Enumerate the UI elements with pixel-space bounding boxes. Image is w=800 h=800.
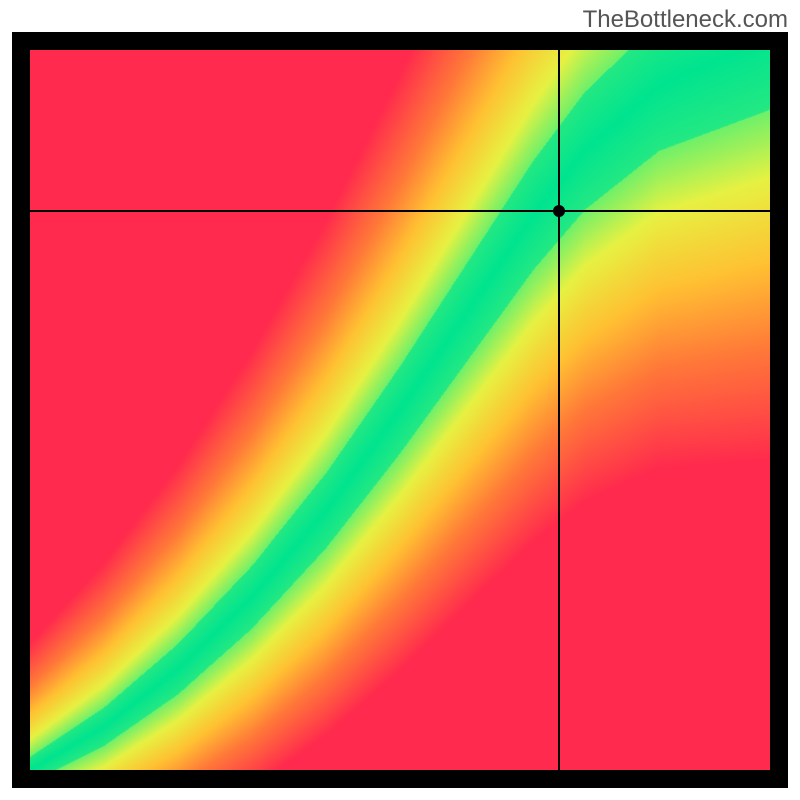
chart-container: TheBottleneck.com	[0, 0, 800, 800]
marker-dot	[553, 205, 565, 217]
crosshair-vertical	[558, 50, 560, 770]
plot-frame	[12, 32, 788, 788]
watermark-text: TheBottleneck.com	[583, 6, 788, 34]
plot-area	[30, 50, 770, 770]
crosshair-horizontal	[30, 210, 770, 212]
heatmap-canvas	[30, 50, 770, 770]
